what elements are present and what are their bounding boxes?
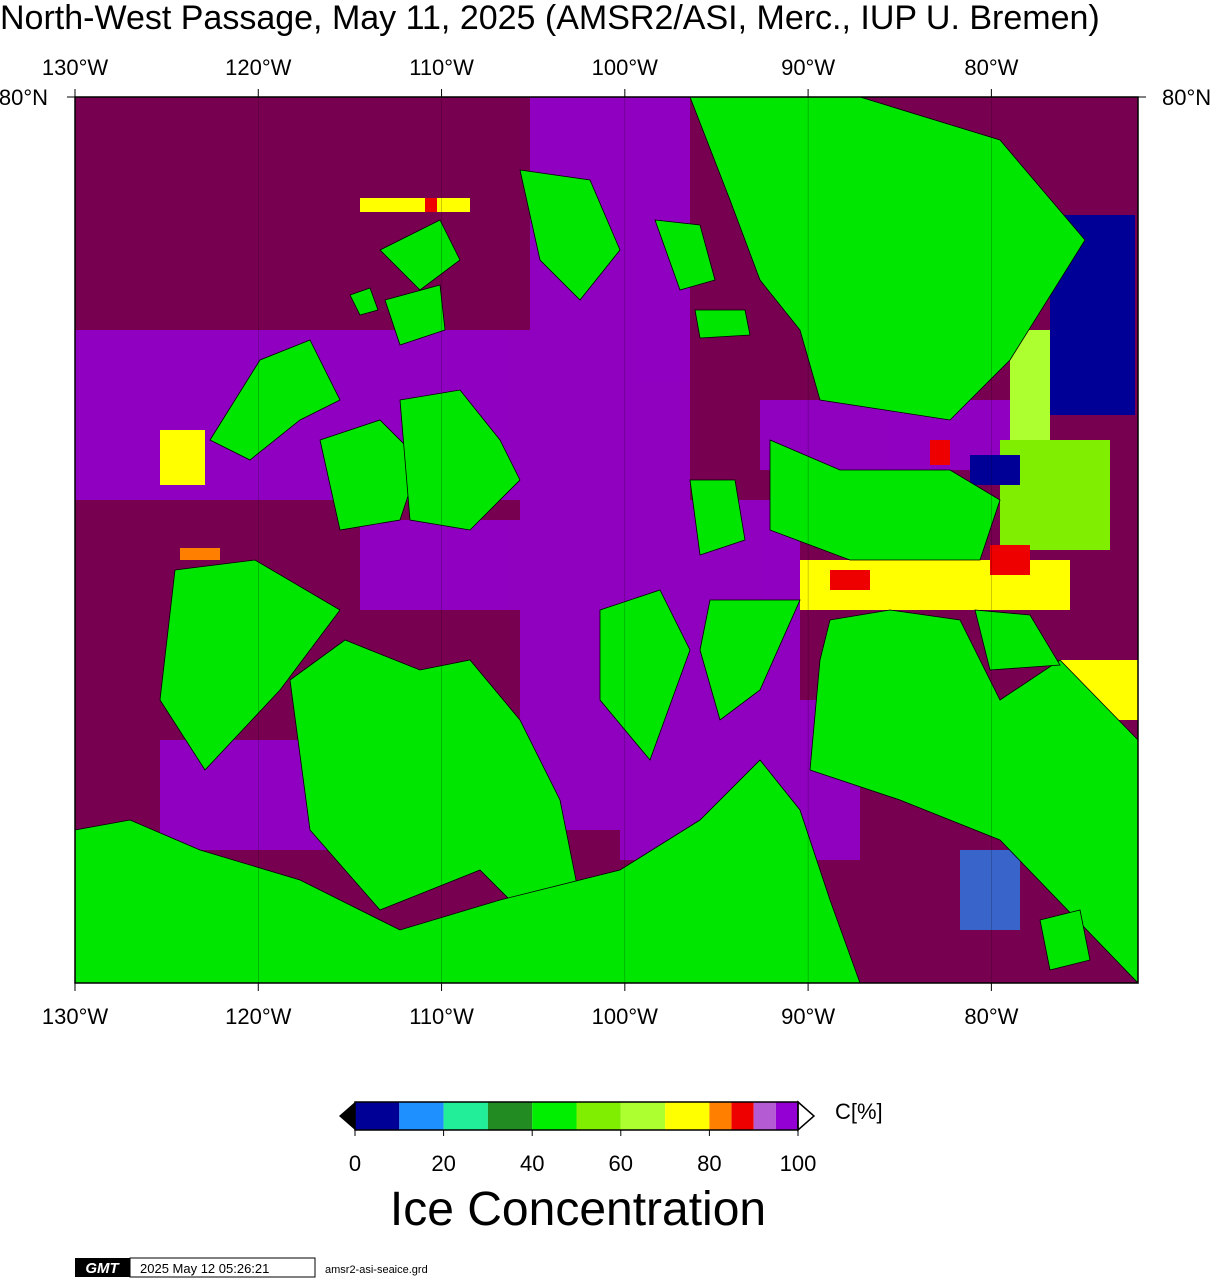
x-tick-label-bottom: 100°W xyxy=(592,1004,659,1029)
timestamp-box xyxy=(129,1257,316,1278)
colorbar-segment xyxy=(753,1102,776,1130)
x-tick-label-bottom: 80°W xyxy=(964,1004,1018,1029)
colorbar-tick-label: 0 xyxy=(349,1151,361,1176)
colorbar-frame xyxy=(354,1101,799,1131)
x-tick-label-bottom: 110°W xyxy=(409,1004,474,1029)
colorbar-segment xyxy=(665,1102,710,1130)
land xyxy=(74,96,1139,984)
colorbar-tick-label: 20 xyxy=(431,1151,455,1176)
x-tick-label-top: 110°W xyxy=(409,55,474,80)
x-tick-label-bottom: 130°W xyxy=(42,1004,109,1029)
colorbar-segment xyxy=(355,1102,400,1130)
colorbar-segment xyxy=(399,1102,444,1130)
colorbar-segment xyxy=(576,1102,621,1130)
x-tick-label-top: 100°W xyxy=(592,55,659,80)
colorbar-unit: C[%] xyxy=(835,1099,883,1124)
colorbar-segment xyxy=(731,1102,754,1130)
ice-streaks xyxy=(160,198,1138,930)
colorbar-segment xyxy=(532,1102,577,1130)
x-tick-label-top: 120°W xyxy=(225,55,292,80)
colorbar-high-arrow xyxy=(797,1100,816,1132)
colorbar-segment xyxy=(443,1102,488,1130)
logo-box xyxy=(75,1258,130,1277)
colorbar-segment xyxy=(620,1102,666,1130)
x-tick-label-top: 80°W xyxy=(964,55,1018,80)
x-tick-label-bottom: 120°W xyxy=(225,1004,292,1029)
x-tick-label-top: 130°W xyxy=(42,55,109,80)
colorbar-tick-label: 100 xyxy=(780,1151,817,1176)
title: North-West Passage, May 11, 2025 (AMSR2/… xyxy=(0,0,1100,37)
colorbar-title: Ice Concentration xyxy=(390,1183,766,1236)
x-tick-label-top: 90°W xyxy=(781,55,835,80)
y-tick-label-right: 80°N xyxy=(1162,85,1211,110)
colorbar-tick-label: 40 xyxy=(520,1151,544,1176)
timestamp: 2025 May 12 05:26:21 xyxy=(140,1261,269,1276)
colorbar-segment xyxy=(709,1102,732,1130)
colorbar-segment xyxy=(487,1102,533,1130)
colorbar-tick-label: 80 xyxy=(697,1151,721,1176)
colorbar-segment xyxy=(775,1102,798,1130)
logo: GMT xyxy=(85,1260,120,1277)
file-name: amsr2-asi-seaice.grd xyxy=(325,1264,428,1276)
y-tick-label-left: 80°N xyxy=(0,85,48,110)
colorbar-low-arrow xyxy=(339,1102,355,1130)
x-tick-label-bottom: 90°W xyxy=(781,1004,835,1029)
colorbar-tick-label: 60 xyxy=(609,1151,633,1176)
